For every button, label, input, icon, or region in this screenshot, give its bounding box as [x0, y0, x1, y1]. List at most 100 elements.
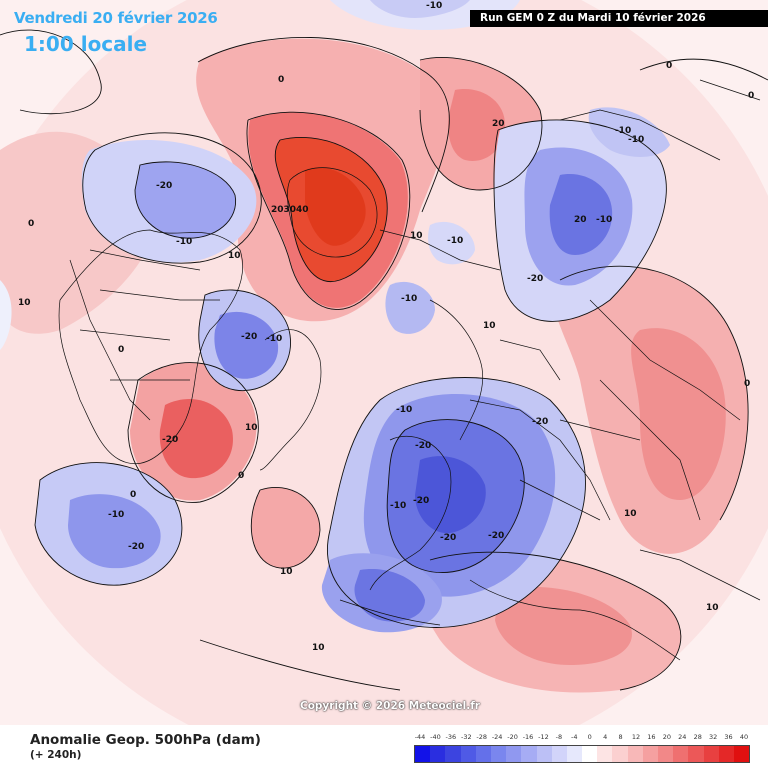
- map-canvas: -10 0 -20 -10 10 0 20 2030 40 10 -10 20 …: [0, 0, 768, 725]
- forecast-date: Vendredi 20 février 2026: [14, 9, 218, 27]
- colorbar-segment: [430, 746, 446, 762]
- contour-label: -10: [390, 501, 406, 511]
- colorbar-tick-label: -32: [460, 733, 472, 741]
- colorbar-labels: -44 -40 -36 -32 -28 -24 -20 -16 -12 -8 -4 0 4 8 12 16 20…: [414, 733, 750, 743]
- model-run-label: Run GEM 0 Z du Mardi 10 février 2026: [470, 10, 768, 27]
- contour-label: 0: [278, 75, 284, 85]
- colorbar-segment: [551, 746, 567, 762]
- colorbar-segment: [658, 746, 674, 762]
- contour-label: -20: [241, 332, 257, 342]
- contour-label: -10: [176, 237, 192, 247]
- contour-label: 10: [624, 509, 637, 519]
- colorbar-tick-label: 16: [647, 733, 656, 741]
- contour-label: 20: [574, 215, 587, 225]
- colorbar-segment: [688, 746, 704, 762]
- colorbar-segment: [475, 746, 491, 762]
- contour-label: -10: [266, 334, 282, 344]
- colorbar-tick-label: 36: [724, 733, 733, 741]
- colorbar-segment: [536, 746, 552, 762]
- colorbar-tick-label: -16: [522, 733, 534, 741]
- contour-label: -10: [426, 1, 442, 11]
- colorbar-tick-label: 20: [662, 733, 671, 741]
- anomaly-map: -10 0 -20 -10 10 0 20 2030 40 10 -10 20 …: [0, 0, 768, 725]
- colorbar-segment: [490, 746, 507, 762]
- contour-label: -20: [156, 181, 172, 191]
- colorbar-tick-label: -24: [491, 733, 503, 741]
- colorbar-tick-label: 0: [587, 733, 592, 741]
- colorbar-segment: [627, 746, 643, 762]
- colorbar-tick-label: -40: [430, 733, 441, 741]
- colorbar-tick-label: 40: [739, 733, 749, 741]
- contour-label: -20: [128, 542, 144, 552]
- contour-label: 2030: [271, 205, 296, 215]
- colorbar-segment: [673, 746, 689, 762]
- colorbar-tick-label: -12: [538, 733, 549, 741]
- contour-label: -20: [488, 531, 504, 541]
- contour-label: -10: [628, 135, 644, 145]
- contour-label: 10: [228, 251, 241, 261]
- colorbar-segment: [582, 746, 598, 762]
- contour-label: 0: [744, 379, 750, 389]
- forecast-time: 1:00 locale: [24, 32, 148, 56]
- colorbar-segment: [521, 746, 537, 762]
- contour-label: 0: [238, 471, 244, 481]
- contour-labels: -10 0 -20 -10 10 0 20 2030 40 10 -10 20 …: [18, 1, 754, 653]
- colorbar-segment: [703, 746, 719, 762]
- contour-label: -20: [413, 496, 429, 506]
- colorbar-segment: [612, 746, 628, 762]
- colorbar-tick-label: 4: [603, 733, 608, 741]
- colorbar-tick-label: -4: [571, 733, 578, 741]
- colorbar: [414, 745, 750, 763]
- colorbar-tick-label: 32: [709, 733, 718, 741]
- map-title: Anomalie Geop. 500hPa (dam): [30, 732, 261, 748]
- contour-lines: [0, 29, 768, 691]
- contour-label: -20: [162, 435, 178, 445]
- contour-label: -10: [596, 215, 612, 225]
- colorbar-tick-label: 24: [678, 733, 687, 741]
- colorbar-segment: [733, 746, 750, 762]
- colorbar-segment: [718, 746, 734, 762]
- contour-label: 40: [296, 205, 309, 215]
- colorbar-segment: [445, 746, 461, 762]
- colorbar-segment: [460, 746, 476, 762]
- colorbar-tick-label: -44: [414, 733, 426, 741]
- contour-label: -10: [447, 236, 463, 246]
- contour-label: 0: [130, 490, 136, 500]
- colorbar-tick-label: 12: [631, 733, 641, 741]
- colorbar-segment: [506, 746, 522, 762]
- colorbar-tick-label: -20: [507, 733, 518, 741]
- contour-label: 0: [748, 91, 754, 101]
- colorbar-tick-label: 8: [618, 733, 623, 741]
- contour-label: -20: [440, 533, 456, 543]
- colorbar-segment: [642, 746, 658, 762]
- contour-label: -20: [532, 417, 548, 427]
- contour-label: -20: [415, 441, 431, 451]
- contour-label: -20: [527, 274, 543, 284]
- forecast-lead-time: (+ 240h): [30, 749, 82, 761]
- colorbar-tick-label: 28: [693, 733, 702, 741]
- colorbar-segment: [566, 746, 583, 762]
- colorbar-segment: [597, 746, 613, 762]
- contour-label: 10: [706, 603, 719, 613]
- contour-label: 0: [666, 61, 672, 71]
- contour-label: 0: [118, 345, 124, 355]
- contour-label: -10: [615, 126, 631, 136]
- contour-label: -10: [401, 294, 417, 304]
- contour-label: 10: [483, 321, 496, 331]
- contour-label: 10: [280, 567, 293, 577]
- colorbar-tick-label: -8: [555, 733, 563, 741]
- contour-label: 10: [312, 643, 325, 653]
- coastlines: [58, 79, 761, 661]
- colorbar-segment: [415, 746, 431, 762]
- colorbar-tick-label: -28: [476, 733, 488, 741]
- contour-label: 20: [492, 119, 505, 129]
- contour-label: 10: [245, 423, 258, 433]
- contour-label: 10: [410, 231, 423, 241]
- anomaly-fields: [0, 0, 768, 725]
- contour-label: 0: [28, 219, 34, 229]
- contour-label: -10: [108, 510, 124, 520]
- copyright-text: Copyright © 2026 Meteociel.fr: [300, 700, 480, 712]
- contour-label: -10: [396, 405, 412, 415]
- contour-label: 10: [18, 298, 31, 308]
- colorbar-tick-label: -36: [445, 733, 457, 741]
